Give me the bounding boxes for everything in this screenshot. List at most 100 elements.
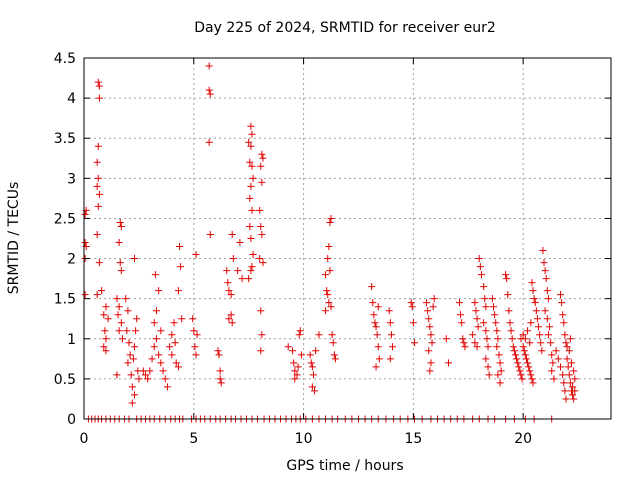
data-point — [565, 347, 573, 355]
data-point — [442, 335, 450, 343]
data-point — [193, 331, 201, 339]
data-point — [245, 275, 253, 283]
data-point — [552, 347, 560, 355]
data-point — [308, 383, 316, 391]
y-axis-label: SRMTID / TECUs — [6, 182, 22, 295]
data-point — [309, 371, 317, 379]
data-point — [98, 287, 106, 295]
data-point — [542, 275, 550, 283]
data-point — [482, 327, 490, 335]
data-point — [493, 327, 501, 335]
data-point — [519, 331, 527, 339]
data-point — [556, 291, 564, 299]
data-point — [161, 375, 169, 383]
data-point — [176, 243, 184, 251]
data-point — [291, 367, 299, 375]
data-point — [248, 130, 256, 138]
data-point — [95, 259, 103, 267]
y-tick-label: 1.5 — [54, 292, 76, 308]
data-point — [497, 367, 505, 375]
data-point — [566, 335, 574, 343]
data-point — [115, 327, 123, 335]
data-point — [102, 303, 110, 311]
data-point — [157, 359, 165, 367]
data-point — [122, 295, 130, 303]
data-point — [524, 359, 532, 367]
data-point — [155, 287, 163, 295]
data-point — [258, 178, 266, 186]
data-point — [93, 230, 101, 238]
data-point — [93, 158, 101, 166]
data-point — [385, 307, 393, 315]
data-point — [328, 331, 336, 339]
data-point — [529, 379, 537, 387]
data-point — [191, 343, 199, 351]
data-point — [565, 371, 573, 379]
data-point — [257, 162, 265, 170]
data-point — [538, 347, 546, 355]
data-point — [493, 343, 501, 351]
data-point — [326, 267, 334, 275]
data-point — [539, 247, 547, 255]
data-point — [115, 303, 123, 311]
y-tick-label: 2.5 — [54, 211, 76, 227]
data-point — [503, 275, 511, 283]
data-point — [471, 339, 479, 347]
data-point — [94, 174, 102, 182]
data-point — [540, 259, 548, 267]
data-point — [369, 299, 377, 307]
data-point — [511, 351, 519, 359]
data-point — [323, 287, 331, 295]
data-point — [508, 335, 516, 343]
data-point — [246, 158, 254, 166]
y-tick-label: 2 — [67, 252, 76, 268]
data-point — [152, 335, 160, 343]
data-point — [248, 263, 256, 271]
data-point — [124, 359, 132, 367]
data-point — [246, 194, 254, 202]
data-point — [228, 319, 236, 327]
data-point — [509, 343, 517, 351]
data-point — [484, 343, 492, 351]
data-point — [152, 307, 160, 315]
data-point — [460, 339, 468, 347]
data-point — [95, 82, 103, 90]
data-point — [295, 331, 303, 339]
data-point — [225, 315, 233, 323]
x-axis-label: GPS time / hours — [286, 458, 403, 474]
data-point — [216, 375, 224, 383]
data-point — [247, 142, 255, 150]
data-point — [178, 315, 186, 323]
data-point — [171, 339, 179, 347]
data-point — [258, 331, 266, 339]
data-point — [324, 291, 332, 299]
data-point — [564, 363, 572, 371]
data-point — [530, 295, 538, 303]
data-point — [556, 363, 564, 371]
data-point — [118, 335, 126, 343]
data-point — [407, 299, 415, 307]
data-points-layer — [81, 62, 579, 423]
data-point — [174, 363, 182, 371]
data-point — [238, 275, 246, 283]
data-point — [543, 315, 551, 323]
data-point — [135, 375, 143, 383]
data-point — [506, 319, 514, 327]
data-point — [571, 375, 579, 383]
data-point — [227, 291, 235, 299]
data-point — [95, 190, 103, 198]
x-tick-label: 20 — [514, 431, 532, 447]
y-tick-label: 1 — [67, 332, 76, 348]
data-point — [117, 319, 125, 327]
data-point — [247, 182, 255, 190]
data-point — [249, 251, 257, 259]
x-tick-label: 0 — [80, 431, 89, 447]
data-point — [322, 271, 330, 279]
x-tick-label: 10 — [295, 431, 313, 447]
data-point — [469, 331, 477, 339]
data-point — [544, 295, 552, 303]
data-point — [115, 239, 123, 247]
data-point — [524, 327, 532, 335]
data-point — [329, 339, 337, 347]
data-point — [297, 351, 305, 359]
